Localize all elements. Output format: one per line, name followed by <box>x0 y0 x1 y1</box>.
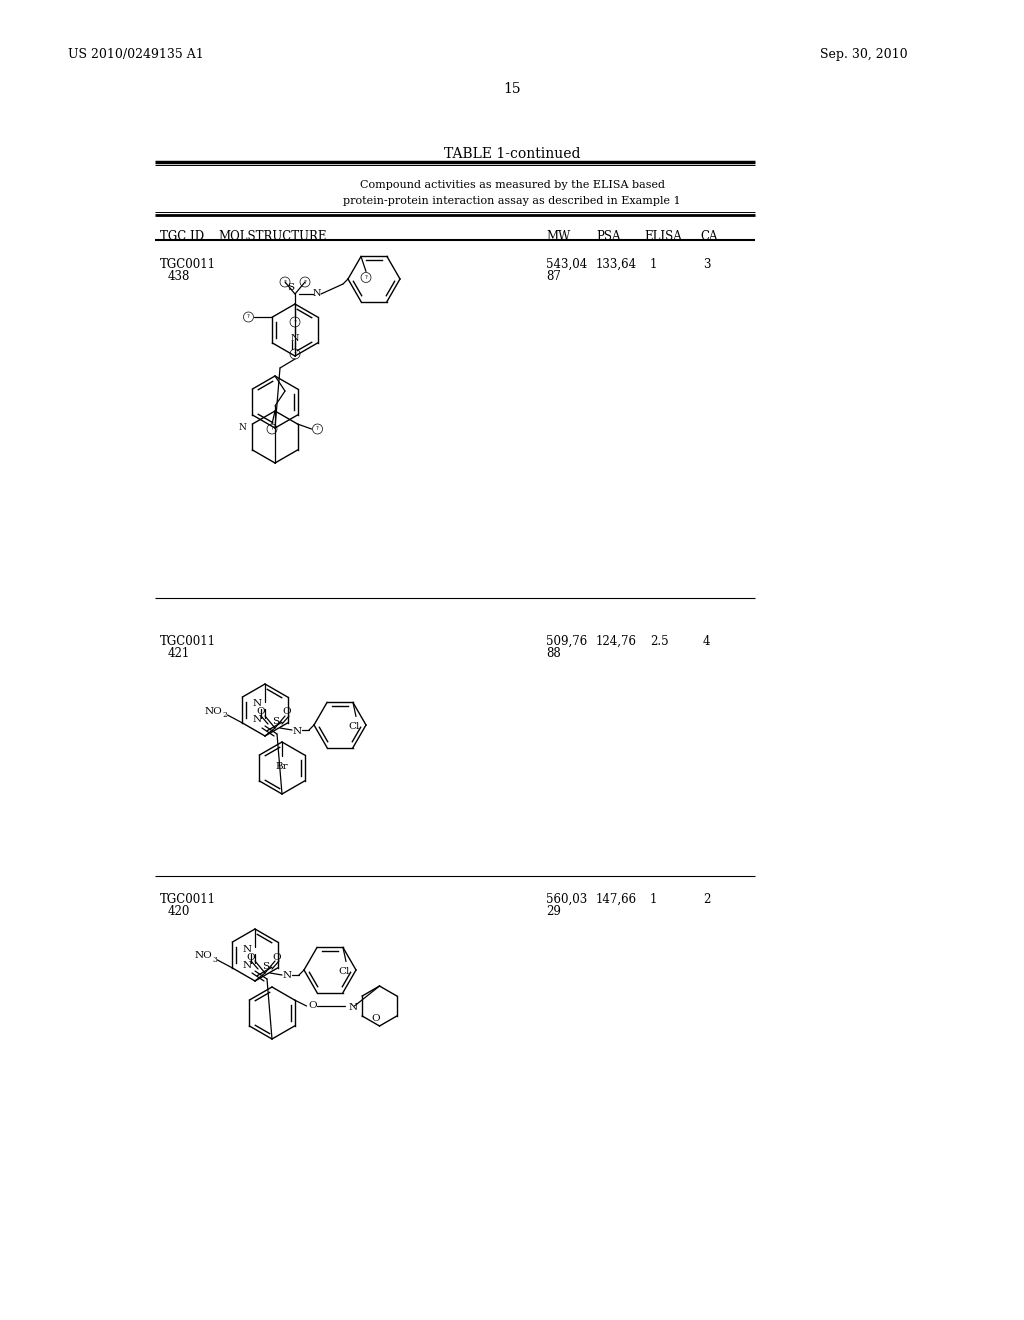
Text: 3: 3 <box>213 956 217 964</box>
Text: ?: ? <box>270 426 273 432</box>
Text: 2.5: 2.5 <box>650 635 669 648</box>
Text: TGC0011: TGC0011 <box>160 635 216 648</box>
Text: N: N <box>243 961 252 969</box>
Text: O: O <box>257 708 265 717</box>
Text: S: S <box>272 717 280 726</box>
Text: NO: NO <box>205 706 222 715</box>
Text: 2: 2 <box>703 894 711 906</box>
Text: Compound activities as measured by the ELISA based: Compound activities as measured by the E… <box>359 180 665 190</box>
Text: TABLE 1-continued: TABLE 1-continued <box>443 147 581 161</box>
Text: ?: ? <box>303 280 306 285</box>
Text: TGC ID: TGC ID <box>160 230 204 243</box>
Text: 560,03: 560,03 <box>546 894 587 906</box>
Text: PSA: PSA <box>596 230 621 243</box>
Text: S: S <box>262 962 269 972</box>
Text: 29: 29 <box>546 906 561 917</box>
Text: 124,76: 124,76 <box>596 635 637 648</box>
Text: Br: Br <box>275 762 289 771</box>
Text: 438: 438 <box>168 271 190 282</box>
Text: MOLSTRUCTURE: MOLSTRUCTURE <box>218 230 327 243</box>
Text: S: S <box>288 282 295 292</box>
Text: N: N <box>243 945 252 953</box>
Text: NO: NO <box>195 952 212 961</box>
Text: ?: ? <box>294 351 296 356</box>
Text: 421: 421 <box>168 647 190 660</box>
Text: 420: 420 <box>168 906 190 917</box>
Text: N: N <box>291 334 299 343</box>
Text: ?: ? <box>365 275 368 280</box>
Text: N: N <box>253 715 262 725</box>
Text: Sep. 30, 2010: Sep. 30, 2010 <box>820 48 907 61</box>
Text: ?: ? <box>247 314 250 319</box>
Text: O: O <box>247 953 255 961</box>
Text: N: N <box>253 700 262 709</box>
Text: O: O <box>372 1014 380 1023</box>
Text: US 2010/0249135 A1: US 2010/0249135 A1 <box>68 48 204 61</box>
Text: 3: 3 <box>703 257 711 271</box>
Text: protein-protein interaction assay as described in Example 1: protein-protein interaction assay as des… <box>343 195 681 206</box>
Text: 1: 1 <box>650 257 657 271</box>
Text: MW: MW <box>546 230 570 243</box>
Text: 509,76: 509,76 <box>546 635 587 648</box>
Text: 1: 1 <box>650 894 657 906</box>
Text: 15: 15 <box>503 82 521 96</box>
Text: N: N <box>293 726 301 735</box>
Text: CA: CA <box>700 230 718 243</box>
Text: 133,64: 133,64 <box>596 257 637 271</box>
Text: 2: 2 <box>222 711 227 719</box>
Text: TGC0011: TGC0011 <box>160 894 216 906</box>
Text: 88: 88 <box>546 647 561 660</box>
Text: N: N <box>283 972 292 981</box>
Text: O: O <box>272 953 282 961</box>
Text: ELISA: ELISA <box>644 230 682 243</box>
Text: 543,04: 543,04 <box>546 257 587 271</box>
Text: N: N <box>239 422 247 432</box>
Text: Cl: Cl <box>338 968 349 977</box>
Text: ?: ? <box>294 319 296 325</box>
Text: 4: 4 <box>703 635 711 648</box>
Text: O: O <box>283 708 291 717</box>
Text: ?: ? <box>316 426 318 432</box>
Text: ?: ? <box>284 280 287 285</box>
Text: N: N <box>348 1002 357 1011</box>
Text: N: N <box>313 289 322 298</box>
Text: 147,66: 147,66 <box>596 894 637 906</box>
Text: TGC0011: TGC0011 <box>160 257 216 271</box>
Text: 87: 87 <box>546 271 561 282</box>
Text: Cl: Cl <box>348 722 359 731</box>
Text: O: O <box>308 1001 317 1010</box>
